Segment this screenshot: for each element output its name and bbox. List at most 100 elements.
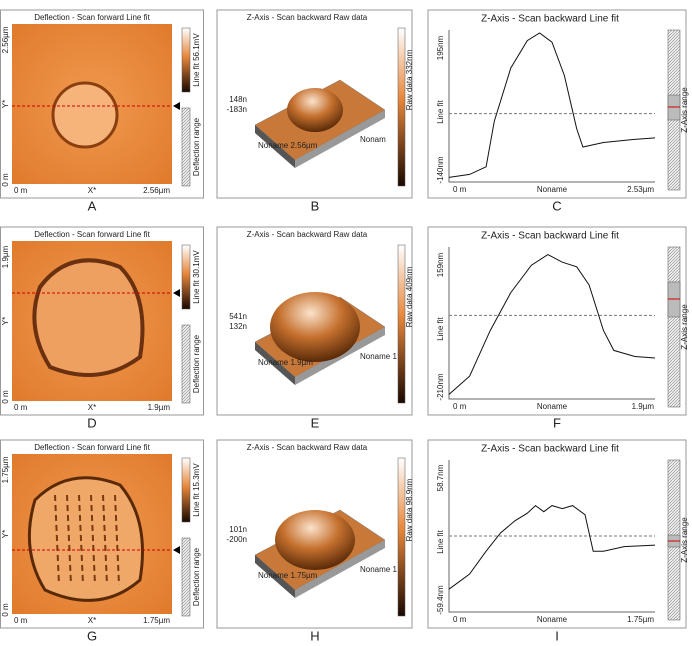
axis-x: Noname 1.75µm <box>258 571 318 580</box>
x-min: 0 m <box>14 186 28 195</box>
range-bar <box>181 324 191 404</box>
plot-axes <box>448 30 655 183</box>
plot-axes <box>448 247 655 400</box>
texture <box>66 494 72 586</box>
y-label: Y* <box>1 100 10 108</box>
x-label: Noname <box>537 185 568 194</box>
y-max: 159nm <box>436 252 445 277</box>
x-min: 0 m <box>453 615 467 624</box>
z-top: 101n <box>229 525 247 534</box>
panel-frame <box>216 9 413 199</box>
y-max: 1.9µm <box>1 245 10 268</box>
x-min: 0 m <box>14 616 28 625</box>
x-max: 2.53µm <box>627 185 654 194</box>
x-max: 1.75µm <box>143 616 170 625</box>
panel-title: Deflection - Scan forward Line fit <box>34 13 150 22</box>
texture <box>90 494 96 586</box>
colorbar-label: Line fit 30.1mV <box>192 250 201 304</box>
range-bar <box>667 246 681 408</box>
y-min: 0 m <box>1 173 10 187</box>
panel-title: Deflection - Scan forward Line fit <box>34 230 150 239</box>
scan-marker <box>173 546 180 554</box>
x-min: 0 m <box>453 185 467 194</box>
height-profile <box>448 32 656 178</box>
panel-label: A <box>88 198 97 213</box>
panel-title: Z-Axis - Scan backward Raw data <box>247 443 368 452</box>
axis-y: Nonam <box>360 135 386 144</box>
range-label: Deflection range <box>192 334 201 393</box>
colorbar <box>397 244 406 404</box>
colorbar-label: Raw data 98.9nm <box>405 478 414 541</box>
y-label: Line fit <box>436 529 445 553</box>
y-label: Y* <box>1 317 10 325</box>
panel-label: H <box>310 628 319 643</box>
z-top: 148n <box>229 95 247 104</box>
panel-title: Z-Axis - Scan backward Raw data <box>247 230 368 239</box>
panel-title: Z-Axis - Scan backward Line fit <box>481 231 619 242</box>
panel-label: E <box>311 415 320 430</box>
panel-title: Z-Axis - Scan backward Raw data <box>247 13 368 22</box>
z-bottom: -183n <box>227 105 247 114</box>
x-max: 2.56µm <box>143 186 170 195</box>
range-label: Deflection range <box>192 547 201 606</box>
plot-axes <box>448 460 655 613</box>
surface-side <box>295 540 385 598</box>
colorbar <box>397 27 406 187</box>
x-label: Noname <box>537 615 568 624</box>
surface-side <box>255 342 295 385</box>
panel-label: G <box>87 628 97 643</box>
surface-side <box>255 555 295 598</box>
z-bottom: -200n <box>227 535 247 544</box>
colorbar-label: Line fit 15.3mV <box>192 463 201 517</box>
x-label: X* <box>88 403 96 412</box>
colorbar <box>181 244 191 310</box>
panel-frame <box>427 439 687 629</box>
panel-label: B <box>311 198 320 213</box>
x-min: 0 m <box>453 402 467 411</box>
y-max: 2.56µm <box>1 26 10 53</box>
scan-marker <box>173 289 180 297</box>
range-bar <box>181 537 191 617</box>
range-label: Z-Axis range <box>680 87 689 133</box>
z-top: 541n <box>229 312 247 321</box>
panel-title: Deflection - Scan forward Line fit <box>34 443 150 452</box>
range-bar <box>181 107 191 187</box>
panel-label: C <box>552 198 561 213</box>
x-max: 1.9µm <box>632 402 655 411</box>
y-min: 0 m <box>1 390 10 404</box>
scan-marker <box>173 102 180 110</box>
height-profile <box>448 254 656 395</box>
x-min: 0 m <box>14 403 28 412</box>
y-max: 195nm <box>436 35 445 60</box>
texture <box>102 494 108 586</box>
x-max: 1.9µm <box>148 403 171 412</box>
y-label: Y* <box>1 530 10 538</box>
y-min: -59.4nm <box>436 585 445 615</box>
y-label: Line fit <box>436 316 445 340</box>
range-label: Z-Axis range <box>680 304 689 350</box>
colorbar <box>181 457 191 523</box>
height-profile <box>448 504 656 590</box>
panel-label: I <box>555 628 559 643</box>
particle <box>32 258 145 377</box>
surface-side <box>255 125 295 168</box>
y-label: Line fit <box>436 99 445 123</box>
colorbar <box>397 457 406 617</box>
range-label: Z-Axis range <box>680 517 689 563</box>
y-max: 58.7nm <box>436 464 445 491</box>
range-label: Deflection range <box>192 117 201 176</box>
panel-frame <box>427 226 687 416</box>
colorbar-label: Raw data 332nm <box>405 49 414 110</box>
surface-side <box>295 110 385 168</box>
texture <box>54 494 60 586</box>
texture <box>114 494 120 586</box>
panel-title: Z-Axis - Scan backward Line fit <box>481 14 619 25</box>
panel-label: F <box>553 415 561 430</box>
axis-x: Noname 2.56µm <box>258 141 318 150</box>
panel-label: D <box>87 415 96 430</box>
panel-title: Z-Axis - Scan backward Line fit <box>481 444 619 455</box>
y-min: 0 m <box>1 603 10 617</box>
x-max: 1.75µm <box>627 615 654 624</box>
surface-bump <box>287 88 343 132</box>
axis-y: Noname 1 <box>360 565 397 574</box>
